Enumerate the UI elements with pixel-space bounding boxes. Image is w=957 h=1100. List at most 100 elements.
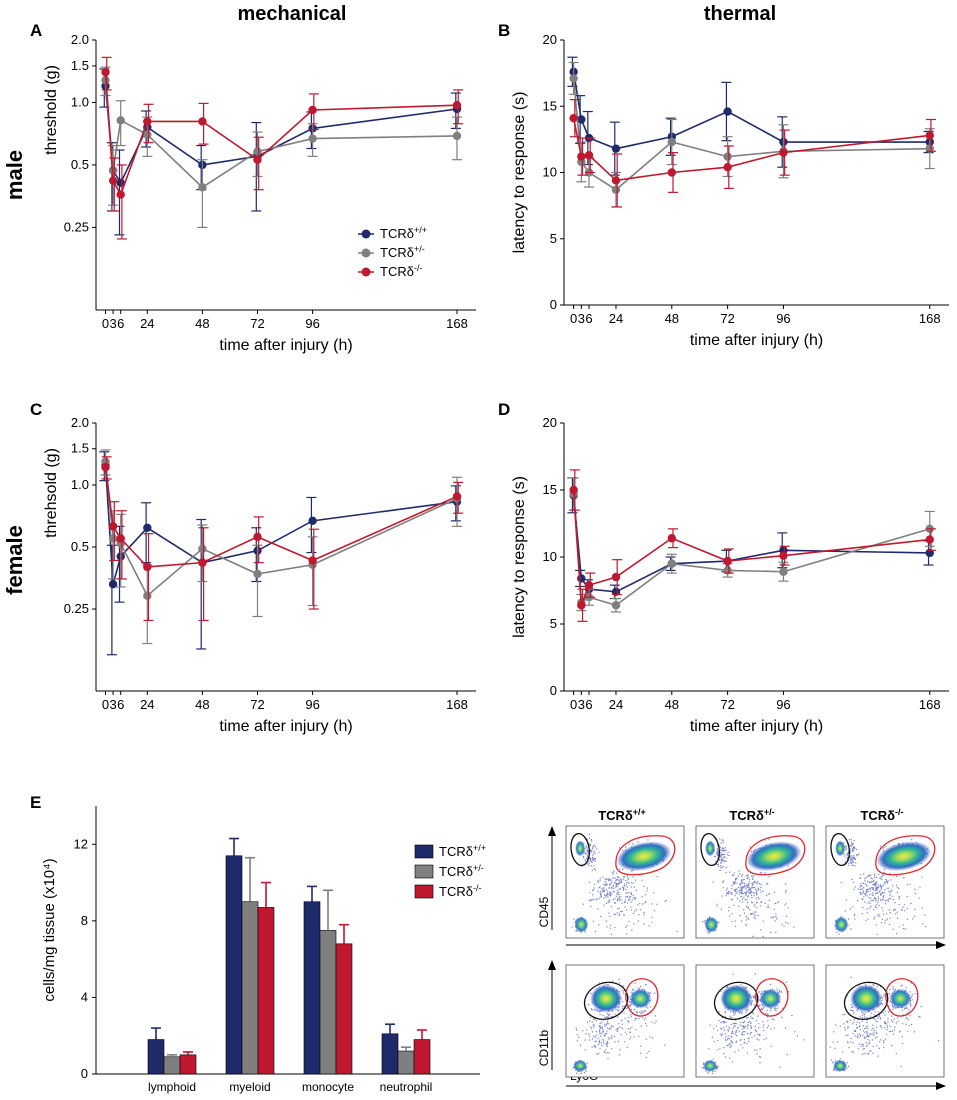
y-axis-label: latency to response (s) [511, 92, 528, 254]
y-tick-label: 0 [550, 683, 557, 698]
y-tick-label: 0.25 [64, 219, 89, 234]
flow-gate-neutrophil [885, 978, 919, 1017]
data-point [308, 556, 317, 565]
column-title-thermal: thermal [704, 3, 776, 25]
flow-gate-monocyte [583, 981, 629, 1021]
data-point [308, 105, 317, 115]
legend-bar-wt-label: TCRδ+/+ [439, 843, 486, 859]
series-line-ko [572, 489, 930, 606]
flow-density-blob [759, 988, 782, 1009]
flow-scatter-dots [829, 976, 940, 1072]
x-tick-label: 96 [776, 311, 790, 326]
data-point [143, 523, 152, 532]
row-label-female: female [2, 525, 27, 595]
x-tick-label: 3 [578, 697, 585, 712]
x-tick-label: 48 [665, 697, 679, 712]
flow-plot-r2-c2 [695, 964, 815, 1078]
y-tick-label: 1.5 [71, 58, 89, 73]
legend-bar-ko-swatch [414, 884, 434, 899]
flow-plot-r1-c2 [695, 825, 815, 939]
bar-het [319, 930, 337, 1075]
x-axis-label: time after injury (h) [219, 718, 352, 735]
data-point [569, 113, 578, 123]
data-point [779, 551, 788, 560]
panel-letter-b: B [498, 21, 510, 40]
data-point [198, 117, 207, 126]
data-point [308, 516, 317, 526]
data-point [925, 535, 934, 544]
data-point [779, 567, 788, 576]
x-tick-label: 24 [609, 311, 623, 326]
bar-ko [335, 943, 353, 1075]
data-point [723, 107, 732, 116]
y-tick-label: 10 [543, 165, 557, 180]
data-point [116, 190, 125, 199]
flow-density-blob [834, 916, 849, 933]
data-point [253, 569, 262, 579]
x-tick-label: 24 [609, 697, 623, 712]
flow-density-blob [590, 984, 623, 1013]
x-axis-label: time after injury (h) [690, 718, 823, 735]
flow-density-blob [833, 1059, 848, 1072]
y-tick-label: 4 [81, 989, 88, 1004]
series-line-wt [104, 85, 458, 185]
data-point [108, 522, 118, 531]
y-tick-label: 20 [543, 32, 557, 47]
data-point [452, 101, 462, 110]
x-tick-label: 6 [117, 697, 124, 712]
y-axis-label: latency to response (s) [511, 476, 528, 638]
flow-gate-monocyte [843, 981, 889, 1021]
y-axis-label: threhsold (g) [43, 448, 60, 538]
series-line-wt [572, 495, 930, 593]
legend-bar-wt-swatch [414, 844, 434, 859]
series-line-wt [104, 464, 458, 585]
flow-density-blob [835, 840, 846, 857]
series-line-het [572, 78, 930, 191]
flow-gate-lymphoid [830, 832, 850, 867]
series-line-het [572, 493, 930, 607]
bar-het [241, 901, 259, 1075]
x-tick-label: 24 [140, 316, 154, 331]
flow-plot-frame [695, 964, 815, 1078]
x-tick-label: 96 [305, 316, 319, 331]
bar-het [163, 1056, 181, 1075]
y-tick-label: 1.0 [71, 94, 89, 109]
data-point [253, 155, 262, 164]
column-title-mechanical: mechanical [238, 3, 347, 25]
bar-wt [225, 855, 243, 1075]
data-point [198, 183, 207, 192]
flow-plot-r2-c1 [565, 964, 685, 1078]
data-point [569, 485, 578, 495]
flow-density-blob [705, 840, 716, 857]
category-label: monocyte [302, 1080, 354, 1094]
data-point [101, 463, 110, 472]
data-point [253, 532, 262, 542]
category-label: neutrophil [380, 1080, 433, 1094]
x-tick-label: 24 [140, 697, 154, 712]
flow-gate-lymphoid [570, 832, 590, 867]
panel-letter-c: C [30, 400, 42, 419]
flow-density-blob [616, 841, 672, 872]
legend-line-het-marker [361, 248, 371, 258]
data-point [577, 574, 586, 583]
category-label: myeloid [229, 1080, 270, 1094]
y-tick-label: 2.0 [71, 32, 89, 47]
x-tick-label: 168 [919, 311, 941, 326]
x-tick-label: 48 [195, 697, 209, 712]
y-tick-label: 0 [550, 297, 557, 312]
bar-wt [381, 1033, 399, 1075]
flow-gate-myeloid [875, 835, 936, 876]
bar-het [397, 1050, 415, 1075]
flow-plot-frame [825, 964, 945, 1078]
flow-density-blob [704, 916, 719, 933]
flow-plot-frame [565, 964, 685, 1078]
y-tick-label: 5 [550, 616, 557, 631]
x-tick-label: 3 [109, 316, 116, 331]
chart-a-mechanical-male: 0.25 0.5 1.0 1.5 2.0 0 3 6 24 48 72 96 168 time after… [43, 32, 476, 354]
legend-line-ko-label: TCRδ-/- [380, 263, 422, 279]
flow-density-blob [720, 984, 753, 1013]
data-point [116, 534, 125, 543]
panel-letter-d: D [498, 400, 510, 419]
